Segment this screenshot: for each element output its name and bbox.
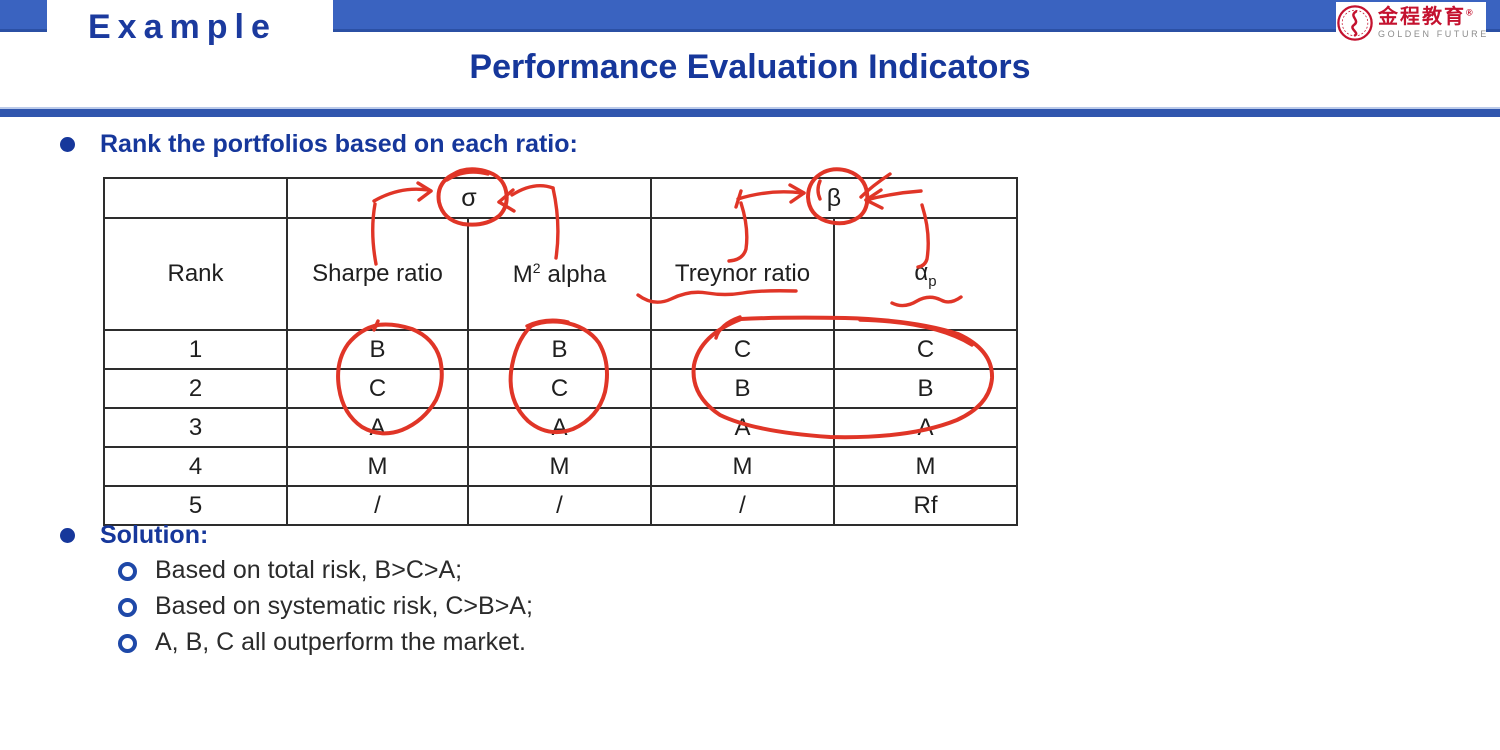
table-cell: A [833,407,1018,448]
solution-point: Based on total risk, B>C>A; [118,556,462,585]
empty-cell [103,177,288,219]
table-cell: M [286,446,469,487]
table-cell: M [467,446,652,487]
table-cell: Rf [833,485,1018,526]
table-row: 5 / / / Rf [103,485,1018,526]
slide-label: Example [88,8,277,46]
brand-name-chinese: 金程教育® [1378,6,1475,28]
table-cell: 2 [103,368,288,409]
table-row: 2 C C B B [103,368,1018,409]
column-header-sharpe: Sharpe ratio [286,217,469,331]
table-cell: / [286,485,469,526]
registered-mark: ® [1466,7,1475,18]
table-cell: 1 [103,329,288,370]
table-group-row: σ β [103,177,1018,219]
solution-point: A, B, C all outperform the market. [118,628,526,657]
ring-bullet-icon [118,598,137,617]
table-cell: C [833,329,1018,370]
title-divider [0,107,1500,117]
table-cell: / [467,485,652,526]
table-row: 3 A A A A [103,407,1018,448]
top-bar-right [333,0,1500,32]
table-cell: C [650,329,835,370]
top-bar-left [0,0,47,32]
column-header-rank: Rank [103,217,288,331]
column-header-alpha-p: αp [833,217,1018,331]
question-bullet-row: Rank the portfolios based on each ratio: [60,130,578,159]
beta-group-cell: β [650,177,1018,219]
table-cell: B [833,368,1018,409]
table-cell: C [467,368,652,409]
solution-point: Based on systematic risk, C>B>A; [118,592,533,621]
table-cell: / [650,485,835,526]
question-text: Rank the portfolios based on each ratio: [100,130,578,158]
table-cell: 4 [103,446,288,487]
column-header-treynor: Treynor ratio [650,217,835,331]
table-cell: 3 [103,407,288,448]
table-cell: B [286,329,469,370]
bullet-icon [60,528,75,543]
table-cell: C [286,368,469,409]
ring-bullet-icon [118,634,137,653]
brand-name-english: GOLDEN FUTURE [1378,29,1489,39]
table-cell: B [467,329,652,370]
brand-logo: 金程教育® GOLDEN FUTURE [1336,2,1486,44]
ring-bullet-icon [118,562,137,581]
table-cell: A [467,407,652,448]
solution-bullet-row: Solution: [60,521,208,550]
table-row: 4 M M M M [103,446,1018,487]
table-cell: A [650,407,835,448]
table-cell: M [650,446,835,487]
bullet-icon [60,137,75,152]
page-title: Performance Evaluation Indicators [469,48,1031,86]
table-row: 1 B B C C [103,329,1018,370]
ranking-table: σ β Rank Sharpe ratio M2 alpha Treynor ra… [103,177,1018,526]
table-header-row: Rank Sharpe ratio M2 alpha Treynor ratio … [103,217,1018,331]
brand-seal-icon [1337,5,1373,41]
table-cell: A [286,407,469,448]
table-cell: 5 [103,485,288,526]
sigma-group-cell: σ [286,177,652,219]
table-cell: B [650,368,835,409]
table-cell: M [833,446,1018,487]
solution-label: Solution: [100,521,209,549]
column-header-m2-alpha: M2 alpha [467,217,652,331]
